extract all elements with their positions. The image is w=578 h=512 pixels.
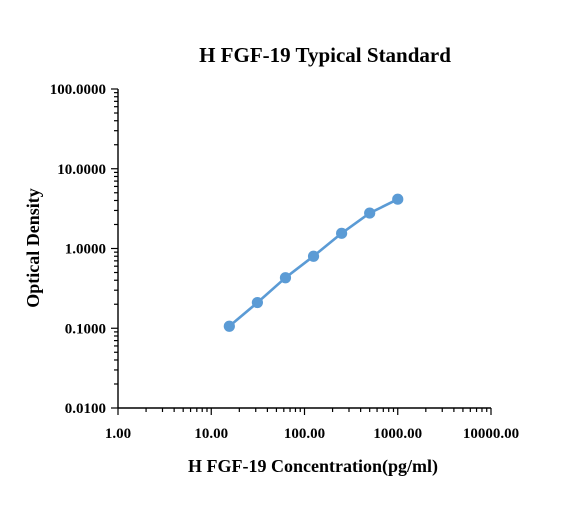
x-axis-title: H FGF-19 Concentration(pg/ml) <box>188 456 438 477</box>
x-tick-label: 1.00 <box>105 426 131 442</box>
y-axis-title: Optical Density <box>23 188 43 308</box>
y-tick-label: 100.0000 <box>50 82 106 98</box>
x-tick-label: 1000.00 <box>373 426 422 442</box>
x-tick-label: 10.00 <box>194 426 228 442</box>
axes: 1.00 10.00 100.00 1000.00 10000.00 0.0100 0.10… <box>50 82 519 442</box>
data-point <box>364 207 376 219</box>
x-tick-label: 100.00 <box>284 426 325 442</box>
x-tick-label: 10000.00 <box>463 426 519 442</box>
data-point <box>336 227 348 239</box>
y-tick-label: 1.0000 <box>65 242 106 258</box>
data-point <box>251 296 263 309</box>
series-layer <box>223 193 404 332</box>
y-tick-label: 0.1000 <box>65 321 106 337</box>
data-point <box>392 193 404 205</box>
data-point <box>223 320 235 332</box>
data-point <box>279 272 292 284</box>
y-tick-label: 0.0100 <box>65 401 106 417</box>
y-tick-label: 10.0000 <box>57 162 106 178</box>
data-point <box>307 250 320 262</box>
chart-title: H FGF-19 Typical Standard <box>199 43 451 67</box>
